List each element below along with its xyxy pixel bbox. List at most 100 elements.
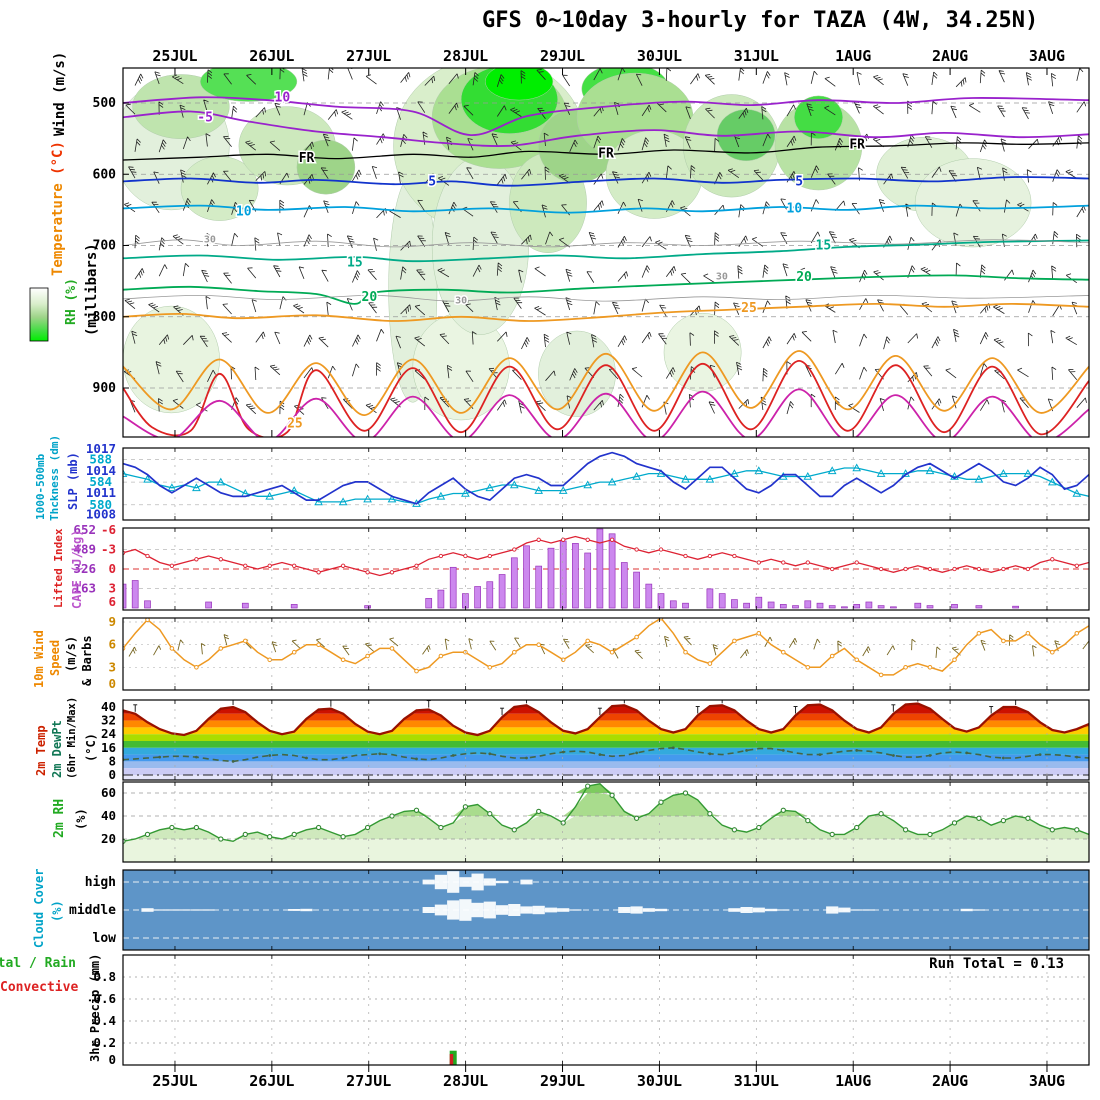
svg-text:1AUG: 1AUG (835, 47, 871, 65)
svg-text:3: 3 (108, 581, 116, 596)
svg-text:-5: -5 (197, 110, 213, 125)
svg-text:800: 800 (93, 310, 117, 325)
axis-label-thickness-2: Thckness (dm) (48, 434, 61, 521)
svg-text:27JUL: 27JUL (346, 1072, 391, 1090)
svg-text:60: 60 (101, 785, 116, 800)
svg-text:28JUL: 28JUL (443, 1072, 488, 1090)
panel-temp2m (123, 700, 1089, 780)
svg-text:3: 3 (108, 659, 116, 674)
svg-text:26JUL: 26JUL (249, 1072, 294, 1090)
svg-text:3AUG: 3AUG (1029, 1072, 1065, 1090)
axis-label-temperature-word: Temperature (50, 183, 66, 276)
axis-label-10m-wind: 10m Wind (32, 630, 46, 688)
svg-text:0.8: 0.8 (93, 969, 116, 984)
axis-label-precip-total: Total / Rain (0, 956, 76, 971)
svg-text:29JUL: 29JUL (540, 1072, 585, 1090)
axis-label-rh-pct: (%) (74, 808, 88, 830)
panel-rh2m (123, 783, 1089, 862)
svg-text:40: 40 (101, 808, 116, 823)
axis-rh2m-ticks: 60 40 20 (101, 785, 116, 846)
axis-pressure-ticks: 500 600 700 800 900 (93, 96, 129, 396)
axis-label-temperature-unit: (°C) (50, 141, 66, 175)
svg-text:32: 32 (101, 713, 116, 728)
svg-text:FR: FR (598, 147, 614, 162)
svg-text:26JUL: 26JUL (249, 47, 294, 65)
svg-text:584: 584 (89, 474, 112, 489)
svg-text:40: 40 (101, 699, 116, 714)
panel-upper-air: 10 -5 FR FR FR 5 5 10 10 15 15 20 20 25 25 30 30 30 (123, 68, 1089, 437)
svg-text:10: 10 (236, 204, 252, 219)
svg-text:27JUL: 27JUL (346, 47, 391, 65)
svg-text:24: 24 (101, 726, 116, 741)
axis-wind10m-ticks: 9 6 3 0 (108, 614, 116, 691)
svg-text:0.2: 0.2 (93, 1035, 116, 1050)
svg-text:652: 652 (73, 522, 96, 537)
axis-label-cape: CAPE (J/kg) (70, 529, 84, 609)
svg-text:0.4: 0.4 (93, 1013, 116, 1028)
svg-text:middle: middle (69, 903, 116, 918)
chart-title: GFS 0~10day 3-hourly for TAZA (4W, 34.25… (482, 8, 1039, 33)
axis-label-precip-convective: Convective (0, 980, 79, 995)
svg-text:500: 500 (93, 96, 117, 111)
day-gridlines (174, 449, 1048, 1064)
axis-label-ms-unit: (m/s) (64, 635, 78, 672)
svg-text:30JUL: 30JUL (637, 47, 682, 65)
svg-text:3AUG: 3AUG (1029, 47, 1065, 65)
axis-cloud-row-labels: high middle low (69, 875, 116, 946)
svg-text:31JUL: 31JUL (734, 1072, 779, 1090)
svg-text:Run Total = 0.13: Run Total = 0.13 (929, 956, 1064, 972)
axis-label-millibars: (millibars) (84, 243, 100, 336)
svg-text:326: 326 (73, 561, 96, 576)
svg-text:29JUL: 29JUL (540, 47, 585, 65)
svg-text:1AUG: 1AUG (835, 1072, 871, 1090)
axis-precip-ticks: 0.8 0.6 0.4 0.2 0 (93, 969, 116, 1067)
svg-text:1011: 1011 (86, 485, 116, 500)
svg-text:600: 600 (93, 167, 117, 182)
axis-cape-li-ticks: -6 -3 0 36 652 489 326 163 (73, 522, 116, 609)
rh-shading-legend (29, 287, 49, 342)
axis-label-rh: RH (%) (64, 278, 79, 325)
svg-text:-6: -6 (101, 522, 116, 537)
panel-borders (122, 67, 1090, 1066)
svg-text:FR: FR (849, 137, 865, 152)
axis-label-3hr-precip: 3hr Precip (mm) (88, 953, 102, 1062)
svg-text:20: 20 (796, 270, 812, 285)
svg-text:5: 5 (795, 174, 803, 189)
svg-text:FR: FR (299, 151, 315, 166)
svg-text:30: 30 (455, 296, 467, 307)
svg-text:31JUL: 31JUL (734, 47, 779, 65)
axis-label-minmax: (6hr Min/Max) (66, 696, 78, 779)
axis-label-2m-dewpt: 2m DewPt (50, 720, 64, 778)
svg-text:6: 6 (108, 594, 116, 609)
svg-text:1014: 1014 (86, 463, 116, 478)
svg-text:28JUL: 28JUL (443, 47, 488, 65)
axis-label-cloud-pct: (%) (50, 900, 64, 922)
svg-text:25JUL: 25JUL (152, 47, 197, 65)
svg-text:2AUG: 2AUG (932, 47, 968, 65)
svg-text:163: 163 (73, 581, 96, 596)
svg-text:25JUL: 25JUL (152, 1072, 197, 1090)
axis-label-2m-temp: 2m Temp (34, 725, 48, 776)
axis-label-2m-rh: 2m RH (52, 798, 67, 838)
panel-wind10m (123, 618, 1089, 678)
day-ticks (174, 68, 1048, 1072)
svg-text:0.6: 0.6 (93, 991, 116, 1006)
svg-text:2AUG: 2AUG (932, 1072, 968, 1090)
svg-text:10: 10 (787, 201, 803, 216)
svg-text:8: 8 (108, 753, 116, 768)
axis-label-lifted-index: Lifted Index (52, 528, 65, 608)
svg-text:high: high (85, 875, 116, 890)
date-labels: 25JUL 25JUL 26JUL 26JUL 27JUL 27JUL 28JUL 28JUL… (152, 47, 1065, 1090)
axis-label-barbs: & Barbs (80, 635, 94, 686)
axis-label-wind: Wind (m/s) (52, 51, 68, 136)
panel-precip: Run Total = 0.13 (123, 956, 1089, 1065)
axis-label-slp: SLP (mb) (66, 452, 80, 510)
panel-cloud (123, 871, 1089, 939)
axis-slp-thickness-ticks: 1017 1014 1011 1008 588 584 580 (86, 441, 116, 522)
svg-text:20: 20 (362, 290, 378, 305)
svg-text:900: 900 (93, 381, 117, 396)
svg-text:0: 0 (108, 561, 116, 576)
svg-text:10: 10 (275, 90, 291, 105)
